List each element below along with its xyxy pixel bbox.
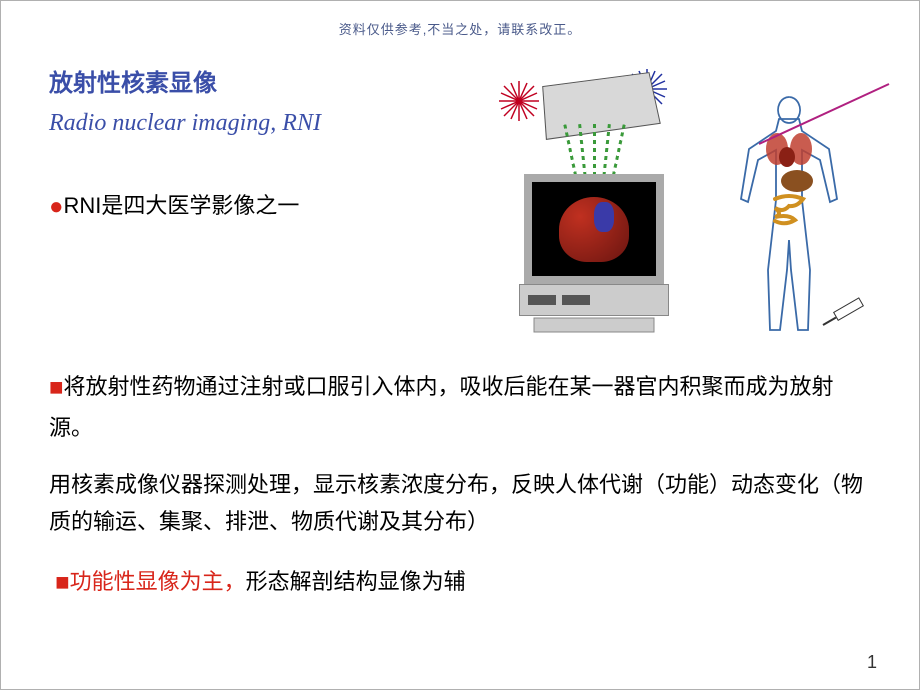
computer-base-icon xyxy=(519,284,669,316)
monitor-screen xyxy=(524,174,664,284)
bullet1-text: RNI是四大医学影像之一 xyxy=(64,193,300,218)
human-body-icon xyxy=(729,89,849,344)
rni-diagram xyxy=(499,59,859,349)
keyboard-icon xyxy=(519,316,669,334)
bullet-icon: ■ xyxy=(55,569,70,596)
paragraph-3: ■功能性显像为主，形态解剖结构显像为辅 xyxy=(49,563,871,604)
paragraph-2: 用核素成像仪器探测处理，显示核素浓度分布，反映人体代谢（功能）动态变化（物质的输… xyxy=(49,466,871,541)
detector-icon xyxy=(542,72,661,140)
page-number: 1 xyxy=(867,652,877,673)
para3-red: 功能性显像为主， xyxy=(70,569,246,594)
para1-text: 将放射性药物通过注射或口服引入体内，吸收后能在某一器官内积聚而成为放射源。 xyxy=(49,374,834,440)
paragraph-1: ■将放射性药物通过注射或口服引入体内，吸收后能在某一器官内积聚而成为放射源。 xyxy=(49,368,871,446)
header-note: 资料仅供参考,不当之处，请联系改正。 xyxy=(1,1,919,38)
injection-line-icon xyxy=(759,74,909,154)
burst-red-icon xyxy=(499,81,539,121)
computer-monitor-icon xyxy=(524,174,664,339)
bullet-icon: ■ xyxy=(49,374,64,401)
heart-scan-icon xyxy=(559,197,629,262)
bullet-icon: ● xyxy=(49,193,64,220)
para3-black: 形态解剖结构显像为辅 xyxy=(246,569,466,594)
